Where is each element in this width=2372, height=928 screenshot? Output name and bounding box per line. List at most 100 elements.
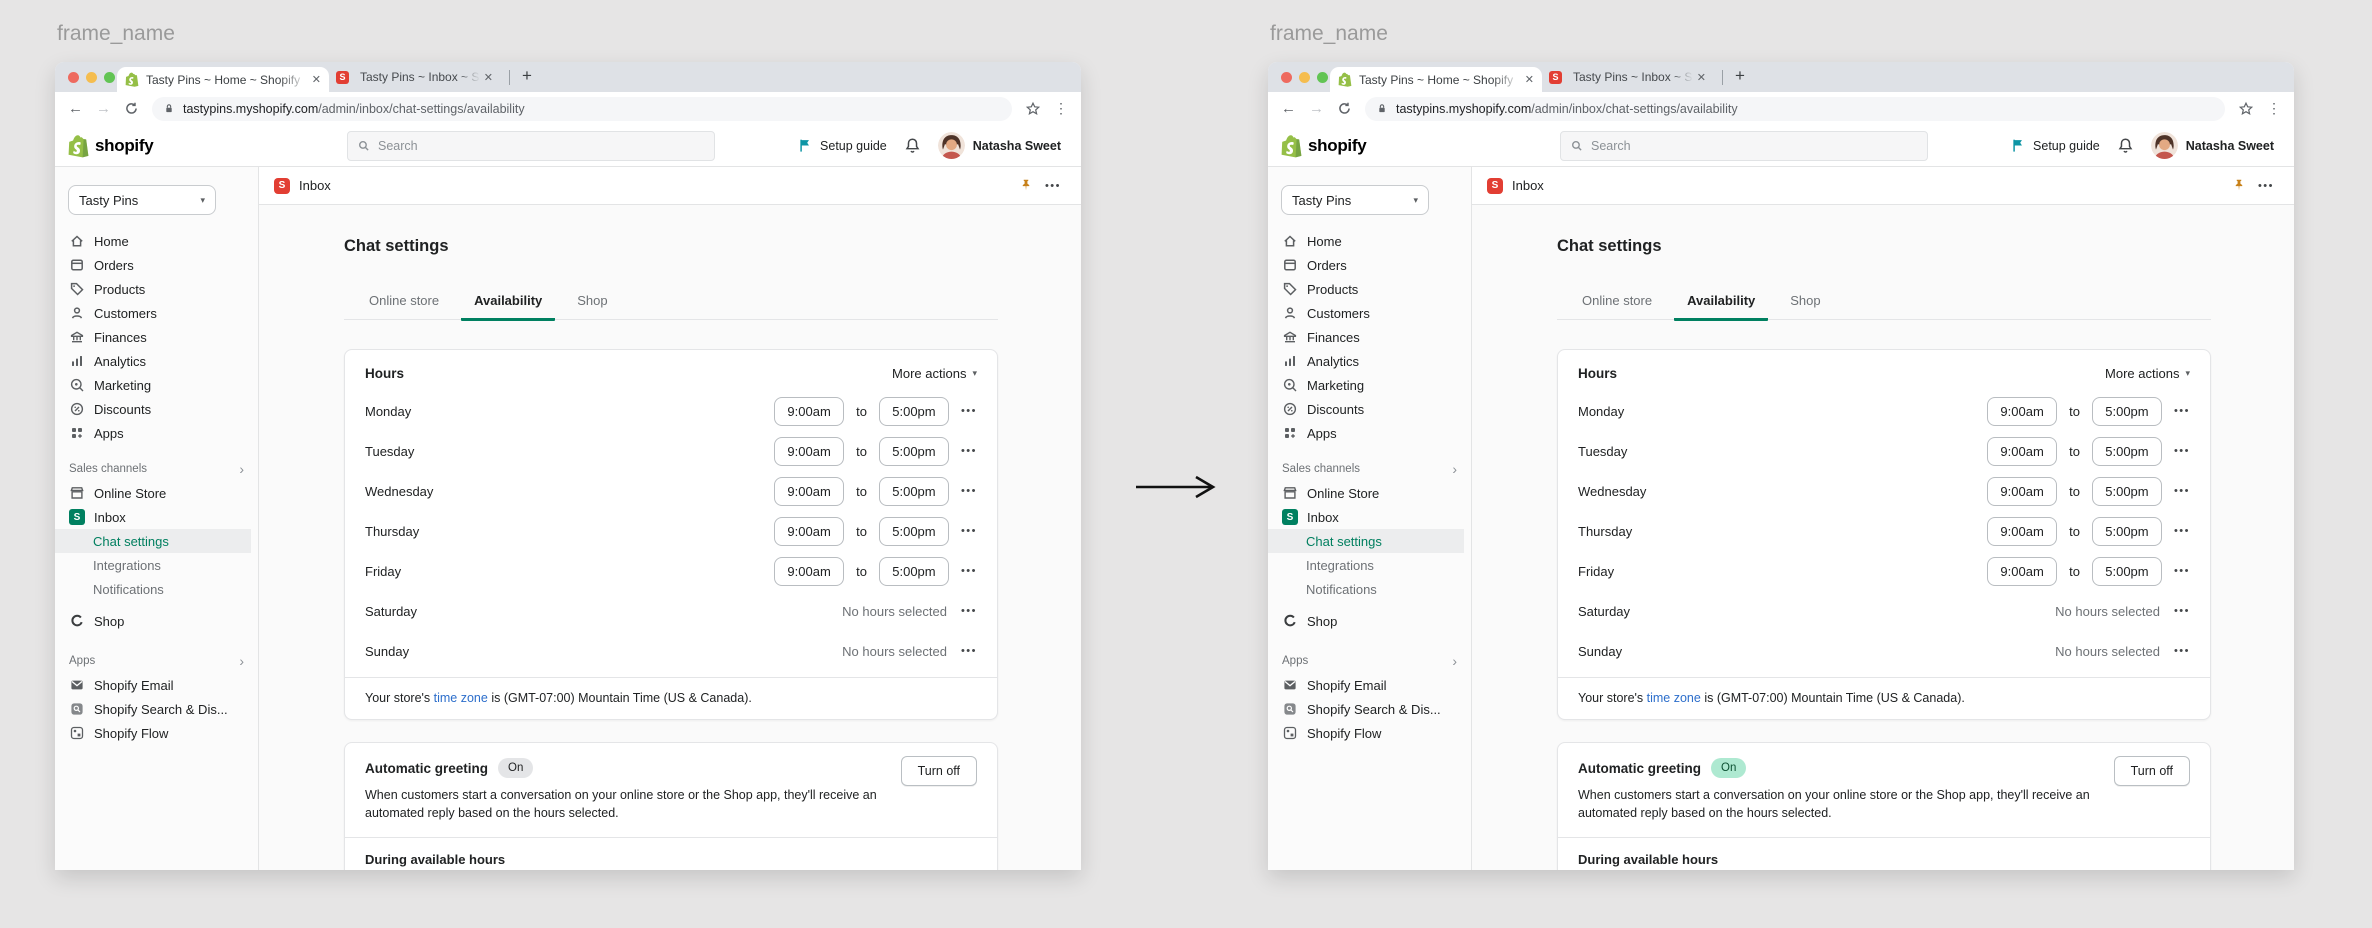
- day-options-icon[interactable]: •••: [960, 525, 977, 537]
- day-options-icon[interactable]: •••: [960, 565, 977, 577]
- new-tab-button[interactable]: +: [522, 65, 532, 85]
- user-menu[interactable]: Natasha Sweet: [2150, 132, 2274, 159]
- close-tab-icon[interactable]: ✕: [1524, 74, 1534, 86]
- end-time-input[interactable]: 5:00pm: [2091, 396, 2162, 426]
- forward-icon[interactable]: →: [1309, 100, 1324, 117]
- maximize-window-button[interactable]: [104, 72, 115, 83]
- sidebar-item-analytics[interactable]: Analytics: [55, 349, 258, 373]
- day-options-icon[interactable]: •••: [2173, 445, 2190, 457]
- sidebar-item-products[interactable]: Products: [1268, 277, 1471, 301]
- sidebar-item-analytics[interactable]: Analytics: [1268, 349, 1471, 373]
- user-menu[interactable]: Natasha Sweet: [937, 132, 1061, 159]
- sidebar-item-apps[interactable]: Apps: [55, 421, 258, 445]
- reload-icon[interactable]: [1337, 101, 1352, 116]
- bookmark-star-icon[interactable]: [1025, 101, 1041, 117]
- day-options-icon[interactable]: •••: [960, 605, 977, 617]
- sidebar-item-shop[interactable]: Shop: [55, 609, 258, 633]
- close-tab-icon[interactable]: ✕: [1696, 71, 1706, 84]
- chevron-right-icon[interactable]: ›: [1452, 461, 1457, 477]
- shopify-logo[interactable]: shopify: [1268, 134, 1367, 158]
- close-tab-icon[interactable]: ✕: [311, 74, 321, 86]
- back-icon[interactable]: ←: [68, 100, 83, 117]
- end-time-input[interactable]: 5:00pm: [878, 436, 949, 466]
- end-time-input[interactable]: 5:00pm: [878, 556, 949, 586]
- sidebar-item-orders[interactable]: Orders: [55, 253, 258, 277]
- start-time-input[interactable]: 9:00am: [1987, 516, 2058, 546]
- sidebar-item-marketing[interactable]: Marketing: [1268, 373, 1471, 397]
- sidebar-item-home[interactable]: Home: [55, 229, 258, 253]
- sidebar-item-orders[interactable]: Orders: [1268, 253, 1471, 277]
- end-time-input[interactable]: 5:00pm: [2091, 516, 2162, 546]
- browser-tab-home[interactable]: Tasty Pins ~ Home ~ Shopify ✕: [117, 67, 329, 92]
- sidebar-subitem-integrations[interactable]: Integrations: [93, 557, 161, 573]
- more-options-icon[interactable]: •••: [1044, 179, 1061, 192]
- start-time-input[interactable]: 9:00am: [1987, 396, 2058, 426]
- tab-shop[interactable]: Shop: [1790, 293, 1821, 308]
- end-time-input[interactable]: 5:00pm: [878, 396, 949, 426]
- turn-off-button[interactable]: Turn off: [2113, 756, 2190, 786]
- forward-icon[interactable]: →: [96, 100, 111, 117]
- sidebar-subitem-notifications[interactable]: Notifications: [1306, 581, 1377, 597]
- sidebar-item-home[interactable]: Home: [1268, 229, 1471, 253]
- global-search[interactable]: [1560, 131, 1928, 161]
- sidebar-item-apps[interactable]: Apps: [1268, 421, 1471, 445]
- setup-guide-button[interactable]: Setup guide: [2011, 138, 2100, 153]
- shopify-logo[interactable]: shopify: [55, 134, 154, 158]
- sidebar-item-shopify-email[interactable]: Shopify Email: [55, 673, 258, 697]
- chevron-right-icon[interactable]: ›: [239, 653, 244, 669]
- browser-menu-icon[interactable]: ⋮: [2267, 100, 2281, 116]
- day-options-icon[interactable]: •••: [2173, 645, 2190, 657]
- sidebar-item-customers[interactable]: Customers: [55, 301, 258, 325]
- more-actions-button[interactable]: More actions ▾: [2105, 366, 2190, 381]
- start-time-input[interactable]: 9:00am: [774, 436, 845, 466]
- day-options-icon[interactable]: •••: [2173, 605, 2190, 617]
- sidebar-subitem-notifications[interactable]: Notifications: [93, 581, 164, 597]
- sidebar-item-shopify-flow[interactable]: Shopify Flow: [1268, 721, 1471, 745]
- sidebar-item-shopify-search[interactable]: Shopify Search & Dis...: [55, 697, 258, 721]
- browser-menu-icon[interactable]: ⋮: [1054, 100, 1068, 116]
- tab-shop[interactable]: Shop: [577, 293, 608, 308]
- day-options-icon[interactable]: •••: [2173, 525, 2190, 537]
- sidebar-item-finances[interactable]: Finances: [1268, 325, 1471, 349]
- start-time-input[interactable]: 9:00am: [1987, 436, 2058, 466]
- notifications-bell-icon[interactable]: [2117, 137, 2134, 154]
- turn-off-button[interactable]: Turn off: [900, 756, 977, 786]
- sidebar-item-online-store[interactable]: Online Store: [55, 481, 258, 505]
- end-time-input[interactable]: 5:00pm: [2091, 556, 2162, 586]
- tab-availability[interactable]: Availability: [461, 293, 556, 321]
- start-time-input[interactable]: 9:00am: [774, 476, 845, 506]
- start-time-input[interactable]: 9:00am: [774, 556, 845, 586]
- browser-tab-home[interactable]: Tasty Pins ~ Home ~ Shopify ✕: [1330, 67, 1542, 92]
- tab-online-store[interactable]: Online store: [1582, 293, 1653, 308]
- sidebar-subitem-chat-settings[interactable]: Chat settings: [1268, 529, 1464, 553]
- sidebar-subitem-chat-settings[interactable]: Chat settings: [55, 529, 251, 553]
- day-options-icon[interactable]: •••: [960, 445, 977, 457]
- chevron-right-icon[interactable]: ›: [1452, 653, 1457, 669]
- sidebar-item-shopify-flow[interactable]: Shopify Flow: [55, 721, 258, 745]
- start-time-input[interactable]: 9:00am: [1987, 556, 2058, 586]
- search-input[interactable]: [1591, 139, 1918, 153]
- sidebar-item-inbox[interactable]: S Inbox: [55, 505, 258, 529]
- more-options-icon[interactable]: •••: [2257, 179, 2274, 192]
- sidebar-item-online-store[interactable]: Online Store: [1268, 481, 1471, 505]
- more-actions-button[interactable]: More actions ▾: [892, 366, 977, 381]
- browser-tab-inbox[interactable]: S Tasty Pins ~ Inbox ~ Shop ✕: [1542, 62, 1714, 92]
- minimize-window-button[interactable]: [1299, 72, 1310, 83]
- store-selector[interactable]: Tasty Pins ▾: [1281, 185, 1429, 215]
- reload-icon[interactable]: [124, 101, 139, 116]
- start-time-input[interactable]: 9:00am: [774, 516, 845, 546]
- maximize-window-button[interactable]: [1317, 72, 1328, 83]
- close-window-button[interactable]: [68, 72, 79, 83]
- end-time-input[interactable]: 5:00pm: [2091, 476, 2162, 506]
- sidebar-item-customers[interactable]: Customers: [1268, 301, 1471, 325]
- sidebar-item-discounts[interactable]: Discounts: [1268, 397, 1471, 421]
- minimize-window-button[interactable]: [86, 72, 97, 83]
- sidebar-item-finances[interactable]: Finances: [55, 325, 258, 349]
- address-bar[interactable]: tastypins.myshopify.com/admin/inbox/chat…: [152, 96, 1012, 121]
- search-input[interactable]: [378, 139, 705, 153]
- day-options-icon[interactable]: •••: [2173, 485, 2190, 497]
- pin-icon[interactable]: [2232, 178, 2246, 193]
- start-time-input[interactable]: 9:00am: [774, 396, 845, 426]
- pin-icon[interactable]: [1019, 178, 1033, 193]
- day-options-icon[interactable]: •••: [960, 645, 977, 657]
